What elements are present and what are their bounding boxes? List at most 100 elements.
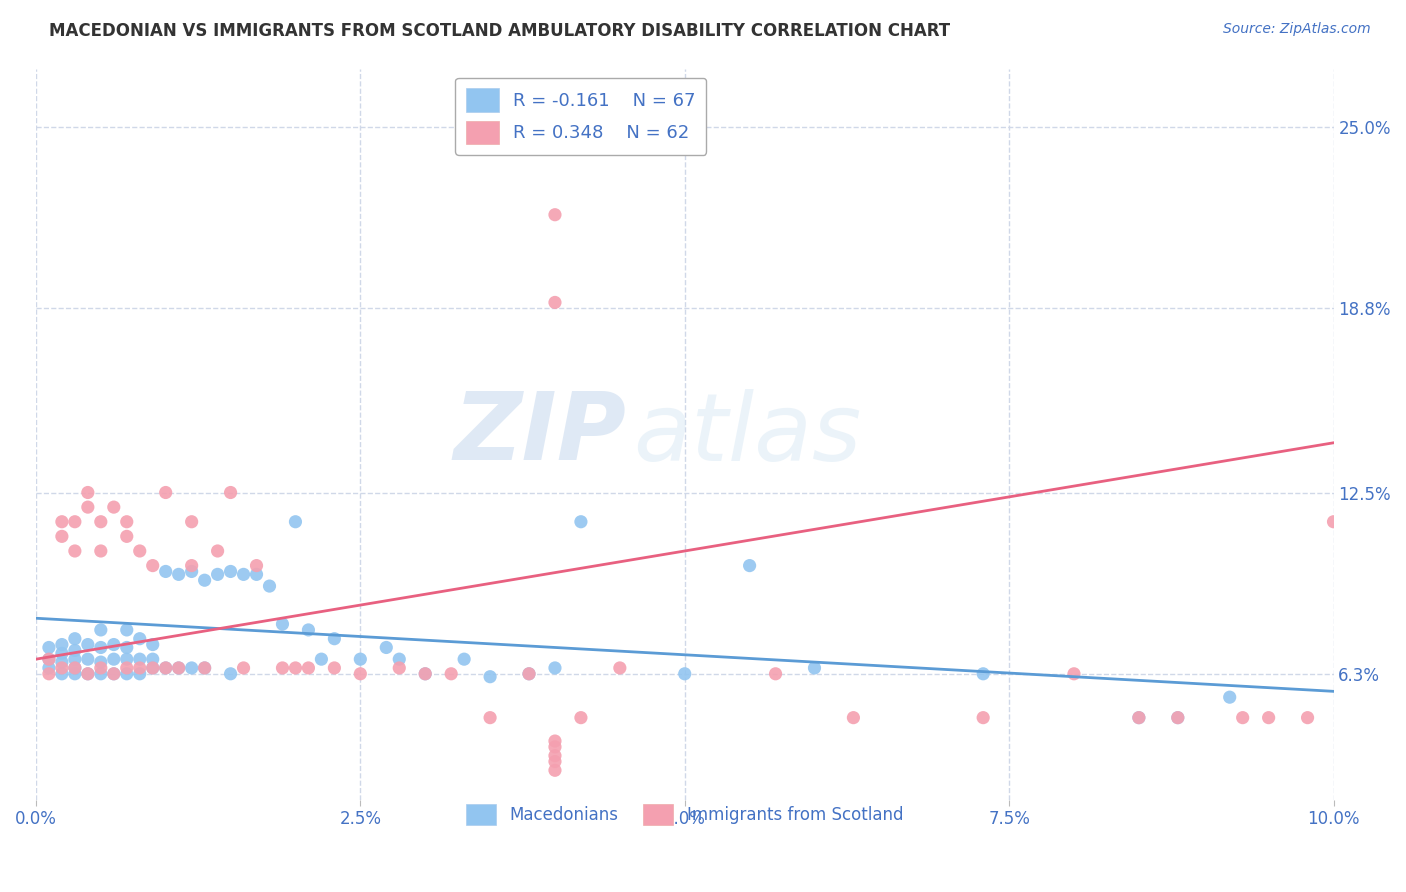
Point <box>544 208 567 222</box>
Point <box>103 638 125 652</box>
Point <box>453 652 475 666</box>
Point <box>219 666 242 681</box>
Point <box>194 661 217 675</box>
Point <box>63 544 86 558</box>
Point <box>128 652 150 666</box>
Point <box>1257 711 1279 725</box>
Point <box>128 666 150 681</box>
Point <box>103 500 125 515</box>
Point <box>63 632 86 646</box>
Point <box>207 567 229 582</box>
Point <box>1232 711 1254 725</box>
Point <box>103 666 125 681</box>
Point <box>167 661 190 675</box>
Point <box>155 661 177 675</box>
Point <box>1167 711 1189 725</box>
Point <box>284 661 307 675</box>
Text: MACEDONIAN VS IMMIGRANTS FROM SCOTLAND AMBULATORY DISABILITY CORRELATION CHART: MACEDONIAN VS IMMIGRANTS FROM SCOTLAND A… <box>49 22 950 40</box>
Point <box>115 661 138 675</box>
Point <box>115 666 138 681</box>
Point <box>297 661 319 675</box>
Point <box>297 623 319 637</box>
Point <box>115 529 138 543</box>
Point <box>167 661 190 675</box>
Point <box>1219 690 1241 705</box>
Point <box>517 666 540 681</box>
Point <box>76 485 98 500</box>
Point <box>738 558 761 573</box>
Point <box>544 295 567 310</box>
Point <box>51 529 73 543</box>
Point <box>544 661 567 675</box>
Point <box>413 666 436 681</box>
Point <box>38 661 60 675</box>
Point <box>76 652 98 666</box>
Point <box>103 666 125 681</box>
Point <box>76 666 98 681</box>
Point <box>76 666 98 681</box>
Point <box>38 666 60 681</box>
Point <box>440 666 463 681</box>
Point <box>219 485 242 500</box>
Point <box>544 739 567 754</box>
Legend: Macedonians, Immigrants from Scotland: Macedonians, Immigrants from Scotland <box>456 794 914 835</box>
Point <box>38 640 60 655</box>
Point <box>128 661 150 675</box>
Point <box>259 579 281 593</box>
Point <box>323 632 346 646</box>
Point <box>972 711 994 725</box>
Point <box>311 652 333 666</box>
Point <box>972 666 994 681</box>
Point <box>155 485 177 500</box>
Text: ZIP: ZIP <box>454 388 626 480</box>
Point <box>673 666 696 681</box>
Point <box>142 652 165 666</box>
Point <box>245 567 267 582</box>
Point <box>544 734 567 748</box>
Point <box>803 661 825 675</box>
Point <box>517 666 540 681</box>
Point <box>375 640 398 655</box>
Point <box>194 661 217 675</box>
Point <box>115 623 138 637</box>
Point <box>569 711 592 725</box>
Point <box>90 515 112 529</box>
Point <box>142 661 165 675</box>
Point <box>38 652 60 666</box>
Point <box>219 565 242 579</box>
Point <box>194 573 217 587</box>
Point <box>1296 711 1319 725</box>
Point <box>1167 711 1189 725</box>
Point <box>842 711 865 725</box>
Point <box>609 661 631 675</box>
Point <box>544 764 567 778</box>
Point <box>271 617 294 632</box>
Point <box>349 652 371 666</box>
Point <box>90 666 112 681</box>
Point <box>115 652 138 666</box>
Point <box>76 638 98 652</box>
Point <box>63 661 86 675</box>
Point <box>155 565 177 579</box>
Point <box>413 666 436 681</box>
Point <box>207 544 229 558</box>
Point <box>1063 666 1085 681</box>
Point <box>1322 515 1344 529</box>
Point <box>90 640 112 655</box>
Point <box>63 643 86 657</box>
Point <box>245 558 267 573</box>
Point <box>544 755 567 769</box>
Point <box>38 652 60 666</box>
Point <box>128 632 150 646</box>
Point <box>115 640 138 655</box>
Point <box>323 661 346 675</box>
Point <box>388 661 411 675</box>
Point <box>115 515 138 529</box>
Text: Source: ZipAtlas.com: Source: ZipAtlas.com <box>1223 22 1371 37</box>
Point <box>232 567 254 582</box>
Point <box>51 646 73 660</box>
Point <box>142 638 165 652</box>
Point <box>142 661 165 675</box>
Text: atlas: atlas <box>633 389 860 480</box>
Point <box>142 558 165 573</box>
